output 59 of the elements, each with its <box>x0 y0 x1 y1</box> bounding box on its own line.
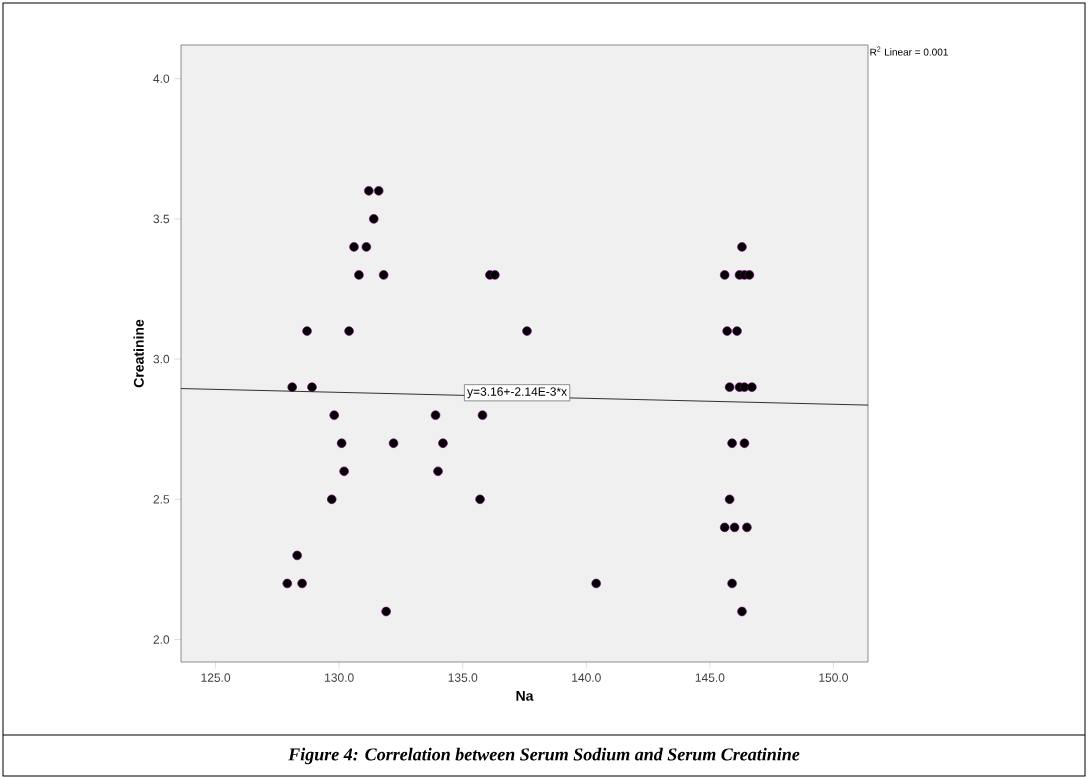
x-tick-label: 145.0 <box>695 673 725 682</box>
point <box>339 466 349 477</box>
point <box>388 438 399 448</box>
point <box>477 410 488 420</box>
point <box>336 438 347 448</box>
point <box>522 326 532 336</box>
point <box>724 494 735 505</box>
point <box>739 438 750 448</box>
point <box>490 270 500 280</box>
point <box>719 522 730 533</box>
point <box>724 382 735 392</box>
point <box>307 382 317 392</box>
point <box>361 242 372 252</box>
y-tick-label: 2.5 <box>153 495 170 504</box>
point <box>378 270 389 280</box>
point <box>349 242 359 252</box>
point <box>737 606 747 617</box>
x-tick-label: 125.0 <box>201 673 231 682</box>
point <box>732 326 742 336</box>
y-tick-label: 2.0 <box>153 635 170 644</box>
point <box>722 326 732 336</box>
point <box>354 270 364 280</box>
point <box>344 326 354 336</box>
point <box>381 606 391 617</box>
x-tick-label: 140.0 <box>572 673 601 682</box>
point <box>727 438 737 448</box>
point <box>591 578 601 589</box>
point <box>292 550 302 561</box>
point <box>744 270 755 280</box>
point <box>747 382 757 392</box>
point <box>369 214 379 224</box>
point <box>742 522 752 533</box>
point <box>430 410 441 420</box>
point <box>373 186 384 196</box>
point <box>727 578 737 589</box>
y-tick-label: 4.0 <box>153 74 170 83</box>
point <box>287 382 297 392</box>
point <box>327 494 337 505</box>
point <box>475 494 485 505</box>
point <box>737 242 747 252</box>
point <box>719 270 730 280</box>
point <box>729 522 740 533</box>
x-tick-label: 130.0 <box>325 673 354 682</box>
point <box>364 186 374 196</box>
point <box>433 466 443 477</box>
y-tick-label: 3.5 <box>153 214 170 224</box>
text: R$^{2}$ Linear = 0.001 <box>870 46 948 56</box>
point <box>297 578 307 589</box>
y-axis-title: Creatinine <box>133 319 144 388</box>
point <box>438 438 448 448</box>
point <box>329 410 339 420</box>
x-axis-title: Na <box>516 691 534 701</box>
x-tick-label: 135.0 <box>448 673 478 682</box>
caption: Figure 4: Correlation between Serum Sodium and Serum Creatinine <box>288 747 800 765</box>
y-tick-label: 3.0 <box>153 354 170 364</box>
point <box>302 326 312 336</box>
x-tick-label: 150.0 <box>819 673 848 682</box>
point <box>282 578 293 589</box>
annotation: y=3.16+-2.14E-3*x <box>467 387 567 399</box>
